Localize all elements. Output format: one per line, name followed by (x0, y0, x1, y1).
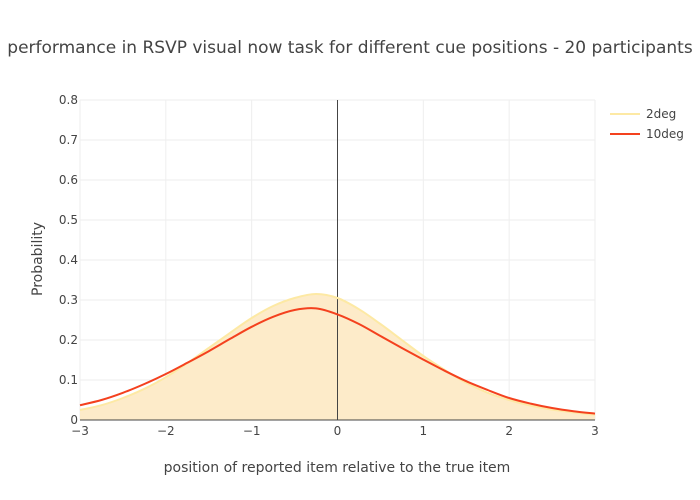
chart-title: performance in RSVP visual now task for … (7, 38, 693, 58)
x-tick-label: −3 (71, 424, 89, 438)
x-tick-label: 0 (334, 424, 342, 438)
y-axis-ticks: 0 0.1 0.2 0.3 0.4 0.5 0.6 0.7 0.8 (59, 93, 78, 427)
y-tick-label: 0.2 (59, 333, 78, 347)
y-tick-label: 0 (70, 413, 78, 427)
x-axis-ticks: −3 −2 −1 0 1 2 3 (71, 424, 599, 438)
x-tick-label: 2 (505, 424, 513, 438)
x-tick-label: 1 (420, 424, 428, 438)
x-tick-label: 3 (591, 424, 599, 438)
series-line-2deg (79, 293, 596, 416)
y-tick-label: 0.5 (59, 213, 78, 227)
y-tick-label: 0.6 (59, 173, 78, 187)
legend: 2deg 10deg (610, 107, 684, 141)
y-tick-label: 0.4 (59, 253, 78, 267)
y-tick-label: 0.1 (59, 373, 78, 387)
x-tick-label: −2 (157, 424, 175, 438)
y-tick-label: 0.8 (59, 93, 78, 107)
y-tick-label: 0.3 (59, 293, 78, 307)
x-axis-label: position of reported item relative to th… (164, 460, 511, 476)
series-lines (79, 293, 596, 416)
x-tick-label: −1 (243, 424, 261, 438)
y-axis-label: Probability (30, 222, 46, 296)
legend-label-2deg: 2deg (646, 107, 676, 121)
series-line-10deg (79, 307, 596, 415)
legend-label-10deg: 10deg (646, 127, 684, 141)
y-tick-label: 0.7 (59, 133, 78, 147)
